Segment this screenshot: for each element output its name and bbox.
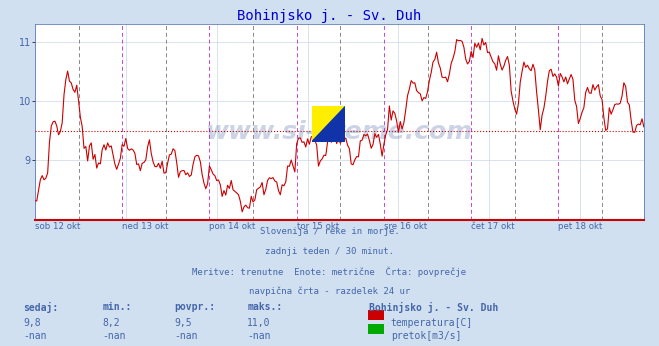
Text: Bohinjsko j. - Sv. Duh: Bohinjsko j. - Sv. Duh xyxy=(369,302,498,313)
Text: -nan: -nan xyxy=(247,331,271,342)
Text: Slovenija / reke in morje.: Slovenija / reke in morje. xyxy=(260,227,399,236)
Text: 11,0: 11,0 xyxy=(247,318,271,328)
Text: 8,2: 8,2 xyxy=(102,318,120,328)
Text: maks.:: maks.: xyxy=(247,302,282,312)
Text: -nan: -nan xyxy=(175,331,198,342)
Text: ned 13 okt: ned 13 okt xyxy=(122,222,169,231)
Text: navpična črta - razdelek 24 ur: navpična črta - razdelek 24 ur xyxy=(249,287,410,296)
Text: 9,5: 9,5 xyxy=(175,318,192,328)
Text: -nan: -nan xyxy=(23,331,47,342)
Text: min.:: min.: xyxy=(102,302,132,312)
Polygon shape xyxy=(312,106,345,142)
Text: pretok[m3/s]: pretok[m3/s] xyxy=(391,331,461,342)
Text: pet 18 okt: pet 18 okt xyxy=(558,222,603,231)
Text: sedaj:: sedaj: xyxy=(23,302,58,313)
Text: 9,8: 9,8 xyxy=(23,318,41,328)
Polygon shape xyxy=(312,106,345,142)
Text: tor 15 okt: tor 15 okt xyxy=(297,222,339,231)
Text: Meritve: trenutne  Enote: metrične  Črta: povprečje: Meritve: trenutne Enote: metrične Črta: … xyxy=(192,267,467,277)
Text: sre 16 okt: sre 16 okt xyxy=(384,222,427,231)
Text: sob 12 okt: sob 12 okt xyxy=(35,222,80,231)
Text: čet 17 okt: čet 17 okt xyxy=(471,222,515,231)
Text: www.si-vreme.com: www.si-vreme.com xyxy=(206,120,473,144)
Polygon shape xyxy=(312,106,345,142)
Text: Bohinjsko j. - Sv. Duh: Bohinjsko j. - Sv. Duh xyxy=(237,9,422,22)
Text: -nan: -nan xyxy=(102,331,126,342)
Text: zadnji teden / 30 minut.: zadnji teden / 30 minut. xyxy=(265,247,394,256)
Text: pon 14 okt: pon 14 okt xyxy=(210,222,256,231)
Text: temperatura[C]: temperatura[C] xyxy=(391,318,473,328)
Text: povpr.:: povpr.: xyxy=(175,302,215,312)
